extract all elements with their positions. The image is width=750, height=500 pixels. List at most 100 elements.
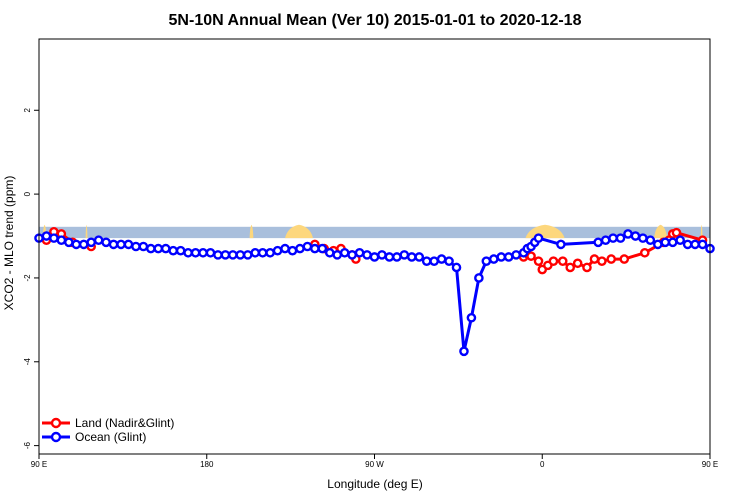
data-point — [295, 243, 305, 254]
data-point — [582, 262, 592, 273]
land-segment — [654, 224, 668, 239]
data-point — [168, 245, 178, 256]
data-point — [257, 247, 268, 258]
data-point — [533, 233, 544, 243]
data-point — [302, 241, 313, 252]
legend-swatch-marker — [50, 431, 62, 443]
data-point — [362, 250, 372, 260]
data-point — [56, 235, 67, 246]
data-point — [235, 250, 246, 260]
data-point — [466, 312, 477, 323]
data-point — [242, 250, 253, 260]
chart-title: 5N-10N Annual Mean (Ver 10) 2015-01-01 t… — [169, 12, 582, 29]
data-point — [131, 241, 141, 252]
data-point — [339, 247, 350, 258]
data-point — [175, 245, 186, 256]
data-point — [406, 252, 417, 262]
data-point — [615, 233, 626, 243]
land-segment — [700, 224, 703, 239]
data-point — [557, 256, 568, 266]
data-point — [414, 252, 425, 262]
y-axis: 2 0 -2 -4 -6 — [23, 107, 39, 449]
data-point — [436, 254, 447, 264]
data-point — [667, 237, 678, 248]
legend-swatch-marker — [50, 417, 62, 429]
x-tick-label: 90 E — [702, 460, 718, 469]
data-point — [160, 243, 171, 254]
data-point — [675, 235, 685, 246]
landmask-band — [39, 224, 710, 239]
legend-entry-label: Land (Nadir&Glint) — [75, 416, 174, 430]
data-point — [250, 247, 261, 258]
data-point — [265, 247, 275, 258]
y-axis-label: XCO2 - MLO trend (ppm) — [2, 176, 16, 311]
x-axis: 90 E 180 90 W 0 90 E — [31, 454, 718, 469]
legend-entry-label: Ocean (Glint) — [75, 430, 146, 444]
data-point — [488, 254, 499, 264]
data-point — [565, 262, 576, 273]
data-point — [619, 254, 630, 264]
y-tick-label: -4 — [23, 358, 32, 366]
data-point — [639, 247, 650, 258]
data-point — [86, 237, 96, 248]
data-point — [41, 231, 52, 241]
data-point — [324, 247, 335, 258]
series-line — [38, 234, 536, 353]
data-point — [183, 247, 193, 258]
legend: Land (Nadir&Glint)Ocean (Glint) — [42, 416, 174, 444]
data-point — [421, 256, 432, 266]
data-point — [503, 252, 514, 262]
data-point — [671, 227, 682, 238]
data-point — [697, 239, 708, 250]
data-point — [205, 247, 216, 258]
data-point — [123, 239, 134, 250]
land-segment — [285, 224, 313, 239]
data-point — [638, 233, 648, 243]
data-point — [213, 250, 223, 260]
data-point — [511, 250, 521, 260]
data-point — [116, 239, 126, 250]
data-point — [49, 233, 59, 243]
data-point — [71, 239, 82, 250]
data-point — [108, 239, 119, 250]
data-point — [608, 233, 618, 243]
data-point — [272, 245, 283, 256]
data-point — [198, 247, 208, 258]
data-point — [101, 237, 111, 248]
data-point — [459, 346, 469, 357]
data-point — [623, 229, 633, 239]
data-point — [78, 239, 89, 250]
series-group — [34, 227, 715, 357]
data-point — [630, 231, 641, 241]
y-tick-label: 2 — [23, 107, 32, 112]
data-point — [377, 250, 387, 260]
data-point — [606, 254, 617, 264]
data-point — [451, 262, 462, 273]
x-tick-label: 90 W — [365, 460, 384, 469]
data-point — [496, 252, 507, 262]
x-tick-label: 180 — [200, 460, 214, 469]
data-point — [548, 256, 559, 266]
ocean-series — [34, 229, 715, 357]
data-point — [526, 251, 536, 261]
data-point — [369, 252, 380, 262]
y-tick-label: 0 — [23, 191, 32, 196]
data-point — [384, 252, 395, 262]
data-point — [572, 258, 583, 269]
data-point — [280, 243, 290, 254]
data-point — [153, 243, 164, 254]
data-point — [600, 235, 611, 246]
data-point — [444, 256, 454, 266]
land-segment — [249, 224, 254, 239]
data-point — [481, 256, 492, 266]
data-point — [354, 247, 365, 258]
data-point — [392, 252, 402, 262]
data-point — [474, 273, 484, 283]
data-point — [682, 239, 693, 250]
data-point — [690, 239, 700, 250]
data-point — [429, 256, 439, 266]
data-point — [645, 235, 656, 246]
y-tick-label: -6 — [23, 442, 32, 450]
ocean-band — [39, 226, 710, 239]
